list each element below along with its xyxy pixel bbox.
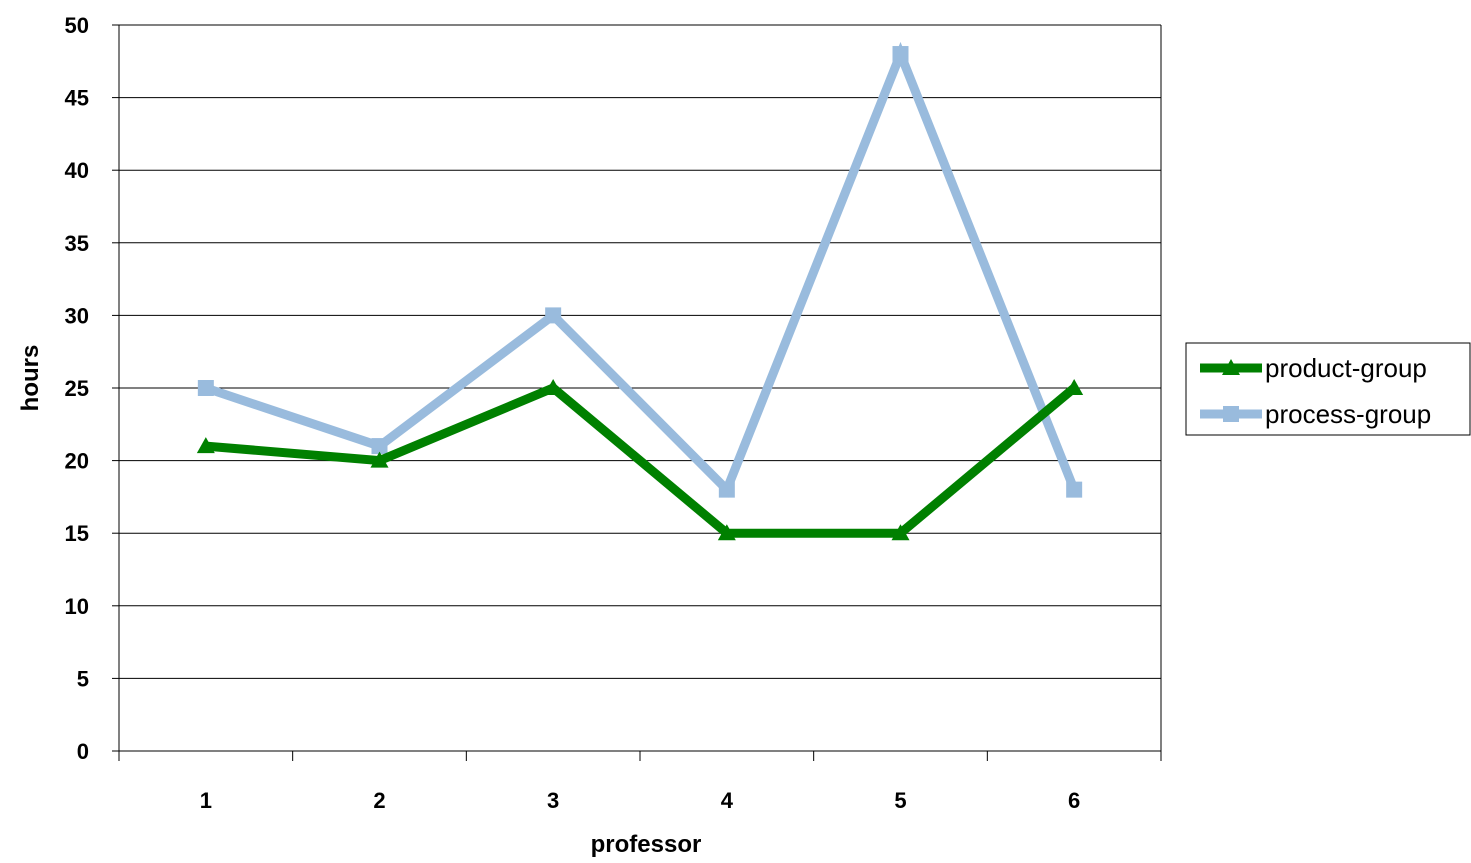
data-point-triangle [370, 451, 389, 468]
data-point-triangle [1065, 379, 1084, 395]
data-point-square [545, 307, 562, 324]
data-point-square [197, 380, 214, 396]
legend: product-group process-group [1185, 342, 1471, 436]
data-point-square [1066, 481, 1083, 498]
legend-label: product-group [1265, 353, 1427, 383]
y-tick-label: 0 [77, 739, 89, 764]
y-tick-label: 10 [65, 594, 89, 619]
series-line [204, 41, 1079, 498]
series-product-group [196, 379, 1084, 541]
series-line [205, 382, 1078, 538]
data-point-triangle [717, 524, 736, 541]
series-process-group [197, 41, 1083, 498]
x-axis-title: professor [591, 831, 702, 858]
x-tick-label: 3 [547, 788, 559, 813]
x-tick-label: 5 [894, 788, 906, 813]
y-tick-label: 45 [65, 86, 89, 111]
data-point-square [371, 438, 388, 455]
y-tick-label: 35 [65, 231, 89, 256]
data-point-square [1223, 406, 1239, 422]
legend-label: process-group [1265, 399, 1431, 429]
y-tick-label: 20 [65, 449, 89, 474]
data-point-square [718, 481, 735, 498]
y-axis-title: hours [17, 345, 44, 412]
data-point-triangle [196, 437, 215, 454]
y-tick-label: 5 [77, 666, 89, 691]
x-tick-label: 1 [200, 788, 212, 813]
y-tick-label: 30 [65, 303, 89, 328]
x-tick-label: 4 [721, 788, 734, 813]
data-point-triangle [544, 379, 563, 395]
legend-item: product-group [1200, 353, 1427, 383]
y-tick-label: 15 [65, 521, 89, 546]
y-tick-label: 40 [65, 158, 89, 183]
y-tick-label: 25 [65, 376, 89, 401]
data-point-square [892, 46, 909, 63]
x-tick-label: 2 [373, 788, 385, 813]
data-point-triangle [891, 524, 910, 541]
legend-item: process-group [1200, 399, 1431, 429]
legend-box [1185, 342, 1471, 436]
gridlines [119, 24, 1161, 679]
x-tick-label: 6 [1068, 788, 1080, 813]
y-tick-label: 50 [65, 13, 89, 38]
data-point-triangle [1222, 359, 1240, 375]
series [196, 41, 1084, 541]
